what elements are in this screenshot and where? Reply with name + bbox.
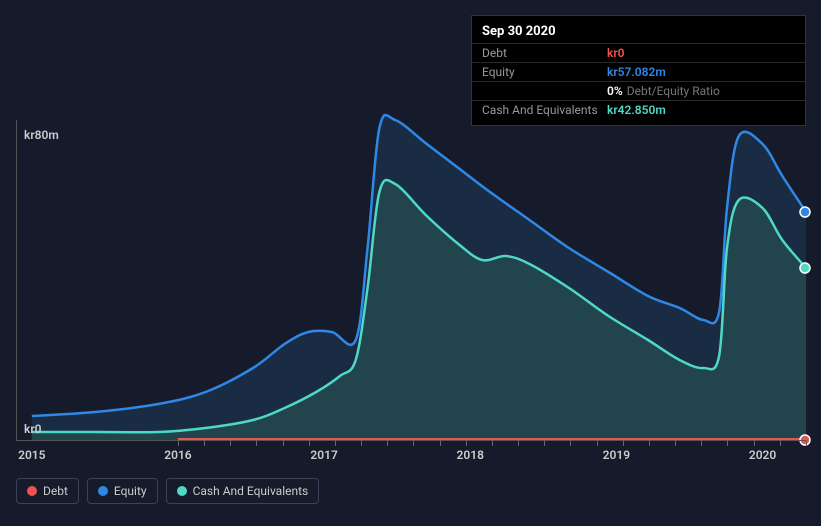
legend-dot-icon (27, 486, 37, 496)
legend-item[interactable]: Debt (16, 478, 79, 504)
x-tick (754, 440, 755, 446)
x-tick (727, 440, 728, 446)
x-axis-label: 2020 (749, 448, 776, 462)
x-tick (413, 440, 414, 446)
tooltip-date: Sep 30 2020 (472, 22, 805, 43)
y-axis-label: kr80m (24, 128, 59, 142)
x-tick (466, 440, 467, 446)
x-tick (780, 440, 781, 446)
x-axis-labels: 2015 2016 2017 2018 2019 2020 (16, 448, 806, 468)
x-tick (204, 440, 205, 446)
x-tick (570, 440, 571, 446)
tooltip-row-value: kr42.850m (607, 103, 666, 117)
legend-dot-icon (98, 486, 108, 496)
tooltip-row-label: Debt (482, 46, 607, 60)
y-axis-label: kr0 (24, 422, 42, 436)
x-tick (806, 440, 807, 446)
legend-label: Debt (43, 484, 68, 498)
tooltip-row: Debtkr0 (472, 43, 805, 62)
legend-item[interactable]: Cash And Equivalents (166, 478, 320, 504)
x-tick (544, 440, 545, 446)
x-tick (701, 440, 702, 446)
chart-plot-area (16, 120, 806, 460)
x-tick (649, 440, 650, 446)
tooltip-row-label: Cash And Equivalents (482, 103, 607, 117)
x-tick (256, 440, 257, 446)
x-tick (440, 440, 441, 446)
legend-item[interactable]: Equity (87, 478, 158, 504)
chart-legend: Debt Equity Cash And Equivalents (16, 478, 319, 504)
x-tick (309, 440, 310, 446)
x-tick (623, 440, 624, 446)
x-tick (675, 440, 676, 446)
legend-dot-icon (177, 486, 187, 496)
x-axis-label: 2017 (310, 448, 337, 462)
x-tick (335, 440, 336, 446)
chart-tooltip: Sep 30 2020 Debtkr0Equitykr57.082m0%Debt… (471, 15, 806, 126)
tooltip-row-label: Equity (482, 65, 607, 79)
tooltip-row-label (482, 84, 607, 98)
x-tick (178, 440, 179, 446)
tooltip-row: Equitykr57.082m (472, 62, 805, 81)
end-marker-cash-and-equivalents (800, 263, 810, 273)
end-marker-equity (800, 207, 810, 217)
x-axis-label: 2018 (457, 448, 484, 462)
x-axis-label: 2015 (18, 448, 45, 462)
tooltip-row: 0%Debt/Equity Ratio (472, 81, 805, 100)
x-tick-marks (16, 440, 806, 446)
x-tick (361, 440, 362, 446)
x-axis-label: 2016 (164, 448, 191, 462)
tooltip-row-value: kr0 (607, 46, 625, 60)
x-tick (518, 440, 519, 446)
x-tick (283, 440, 284, 446)
tooltip-row-value: kr57.082m (607, 65, 666, 79)
tooltip-row-value: 0%Debt/Equity Ratio (607, 84, 720, 98)
tooltip-row: Cash And Equivalentskr42.850m (472, 100, 805, 119)
x-tick (230, 440, 231, 446)
legend-label: Equity (114, 484, 147, 498)
chart-area-cash-and-equivalents (32, 180, 806, 440)
legend-label: Cash And Equivalents (193, 484, 309, 498)
x-axis-label: 2019 (603, 448, 630, 462)
x-tick (387, 440, 388, 446)
x-tick (597, 440, 598, 446)
y-axis-line (16, 120, 17, 440)
tooltip-row-suffix: Debt/Equity Ratio (627, 84, 720, 98)
x-tick (492, 440, 493, 446)
